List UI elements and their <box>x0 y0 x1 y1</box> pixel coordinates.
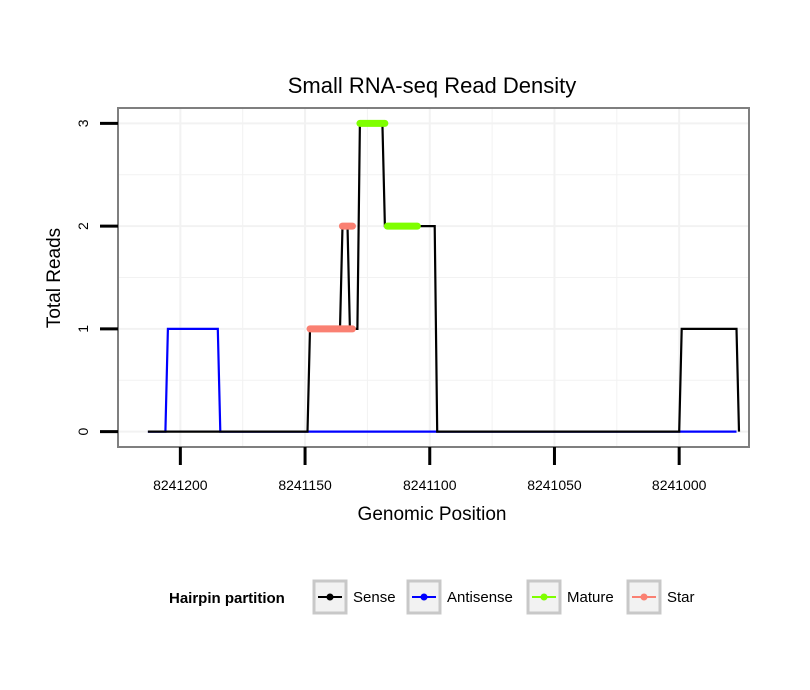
legend-label-star: Star <box>667 589 695 606</box>
y-tick-label: 3 <box>75 119 91 127</box>
legend-item-star: Star <box>626 579 695 615</box>
legend-item-mature: Mature <box>526 579 614 615</box>
legend-key-point-sense <box>326 593 334 601</box>
legend-label-mature: Mature <box>567 589 614 606</box>
grid-lines <box>118 108 749 447</box>
legend-key-point-star <box>640 593 648 601</box>
legend-key-point-antisense <box>420 593 428 601</box>
y-tick-label: 0 <box>75 427 91 435</box>
x-tick-label: 8241100 <box>403 477 457 493</box>
x-tick-label: 8241000 <box>652 477 707 493</box>
x-tick-label: 8241050 <box>527 477 582 493</box>
y-tick-label: 1 <box>75 325 91 333</box>
legend-key-point-mature <box>540 593 548 601</box>
legend-label-sense: Sense <box>353 589 396 606</box>
series-layer <box>147 119 741 433</box>
x-tick-label: 8241150 <box>278 477 332 493</box>
legend-item-sense: Sense <box>312 579 396 615</box>
chart-title: Small RNA-seq Read Density <box>288 73 577 98</box>
x-axis-label: Genomic Position <box>358 504 507 525</box>
legend-items: Sense Antisense Mature Star <box>312 579 695 615</box>
y-tick-label: 2 <box>75 222 91 230</box>
legend-title: Hairpin partition <box>169 590 285 607</box>
y-axis-label: Total Reads <box>44 228 65 328</box>
x-tick-label: 8241200 <box>153 477 208 493</box>
axes: 0 1 2 3 8241200 8241150 8241100 8241050 8241000 <box>75 107 750 493</box>
legend-label-antisense: Antisense <box>447 589 513 606</box>
legend-item-antisense: Antisense <box>406 579 513 615</box>
legend: Hairpin partition Sense Antisense Mature St… <box>169 579 695 615</box>
plot-border <box>117 107 750 448</box>
